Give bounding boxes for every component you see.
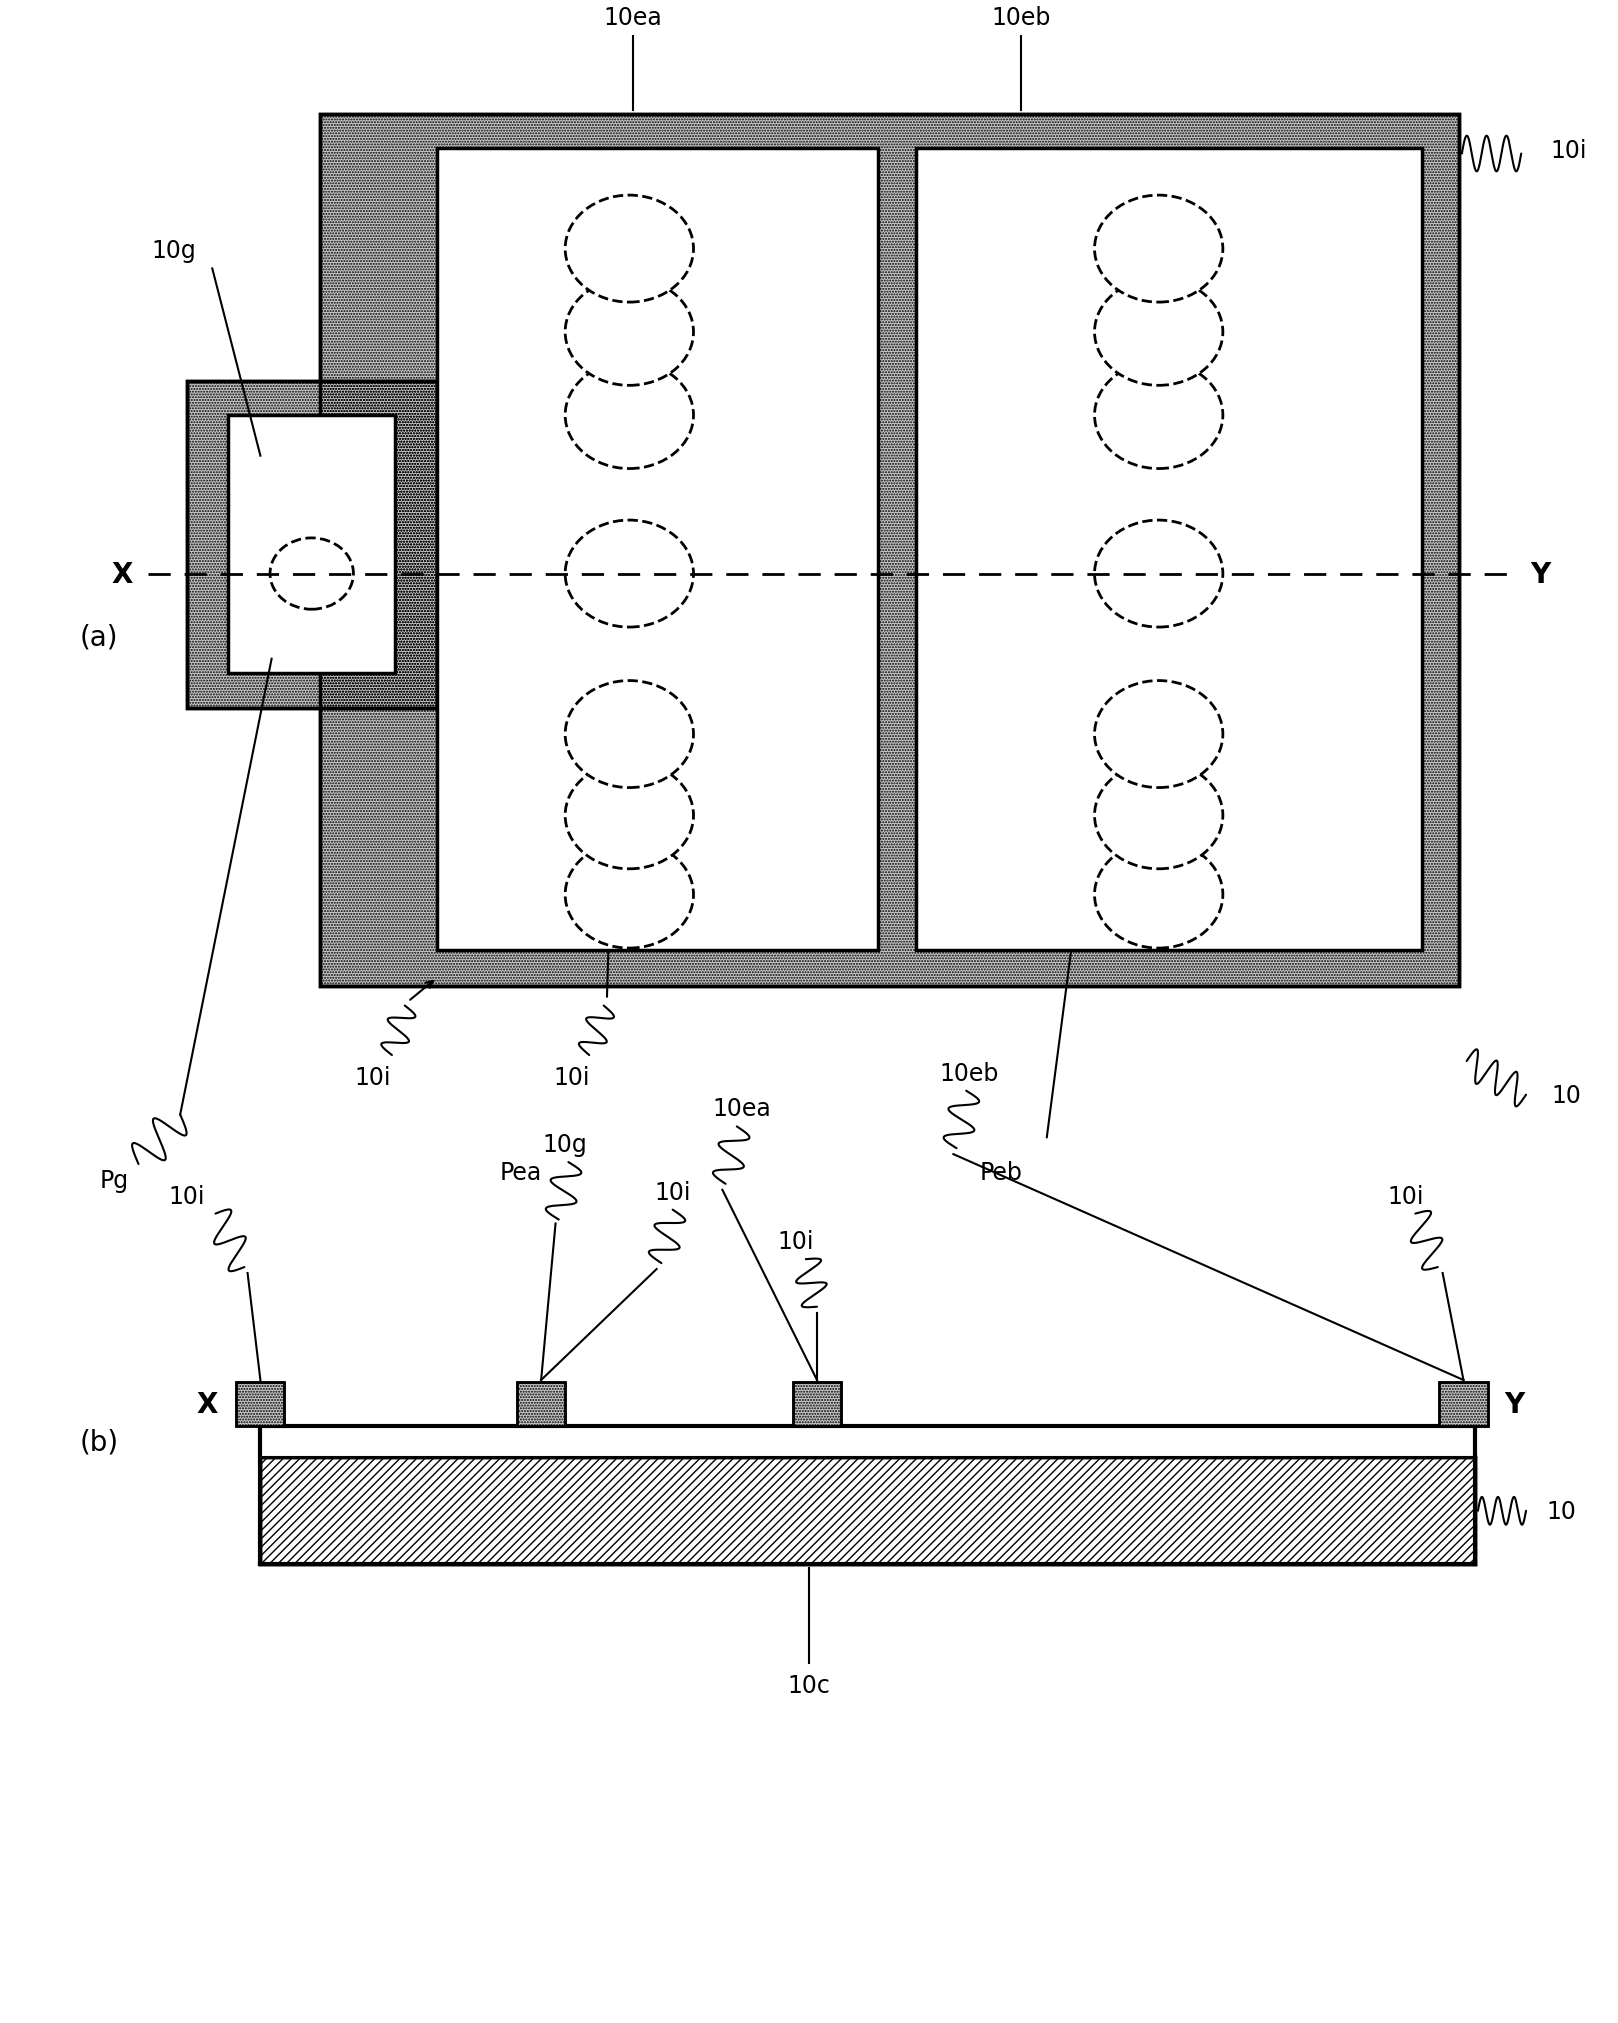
Text: 10ea: 10ea — [604, 6, 662, 30]
Ellipse shape — [1094, 279, 1223, 386]
Text: (a): (a) — [79, 623, 118, 651]
Ellipse shape — [1094, 763, 1223, 870]
Text: 10eb: 10eb — [940, 1062, 998, 1084]
Ellipse shape — [1094, 682, 1223, 789]
Text: 10g: 10g — [542, 1133, 587, 1157]
Ellipse shape — [565, 682, 694, 789]
Ellipse shape — [565, 279, 694, 386]
Text: X: X — [197, 1390, 218, 1418]
Text: Peb: Peb — [981, 1161, 1023, 1185]
Bar — [518, 1382, 565, 1426]
Ellipse shape — [1094, 520, 1223, 627]
Text: 10: 10 — [1552, 1082, 1581, 1107]
Bar — [186, 382, 437, 708]
Bar — [793, 1382, 841, 1426]
Text: Y: Y — [1531, 560, 1550, 589]
Bar — [260, 1457, 1474, 1564]
Ellipse shape — [565, 362, 694, 469]
Ellipse shape — [1094, 842, 1223, 949]
Text: Pea: Pea — [498, 1161, 542, 1185]
Text: 10eb: 10eb — [992, 6, 1050, 30]
Text: 10g: 10g — [152, 239, 196, 263]
Bar — [320, 115, 1459, 987]
Text: X: X — [112, 560, 133, 589]
Bar — [916, 148, 1422, 951]
Text: Y: Y — [1505, 1390, 1524, 1418]
Bar — [260, 1426, 1474, 1457]
Text: 10i: 10i — [654, 1179, 691, 1204]
Text: 10i: 10i — [1388, 1183, 1424, 1208]
Text: 10i: 10i — [553, 1066, 591, 1090]
Bar — [236, 1382, 285, 1426]
Bar — [320, 115, 1459, 987]
Ellipse shape — [565, 763, 694, 870]
Text: 10i: 10i — [778, 1230, 814, 1254]
Text: 10ea: 10ea — [712, 1096, 772, 1121]
Bar — [236, 1382, 285, 1426]
Bar — [228, 417, 395, 674]
Bar — [1440, 1382, 1487, 1426]
Bar — [518, 1382, 565, 1426]
Text: 10i: 10i — [168, 1183, 205, 1208]
Text: 10i: 10i — [1550, 138, 1587, 162]
Bar — [260, 1457, 1474, 1564]
Bar — [186, 382, 437, 708]
Text: 10: 10 — [1547, 1499, 1578, 1523]
Text: Pg: Pg — [100, 1169, 129, 1192]
Ellipse shape — [1094, 196, 1223, 303]
Bar — [793, 1382, 841, 1426]
Text: (b): (b) — [79, 1428, 118, 1457]
Ellipse shape — [270, 538, 353, 611]
Text: 10i: 10i — [354, 1066, 392, 1090]
Ellipse shape — [565, 842, 694, 949]
Bar — [1440, 1382, 1487, 1426]
Text: 10c: 10c — [788, 1673, 830, 1697]
Ellipse shape — [1094, 362, 1223, 469]
Ellipse shape — [565, 520, 694, 627]
Ellipse shape — [565, 196, 694, 303]
Bar — [437, 148, 879, 951]
